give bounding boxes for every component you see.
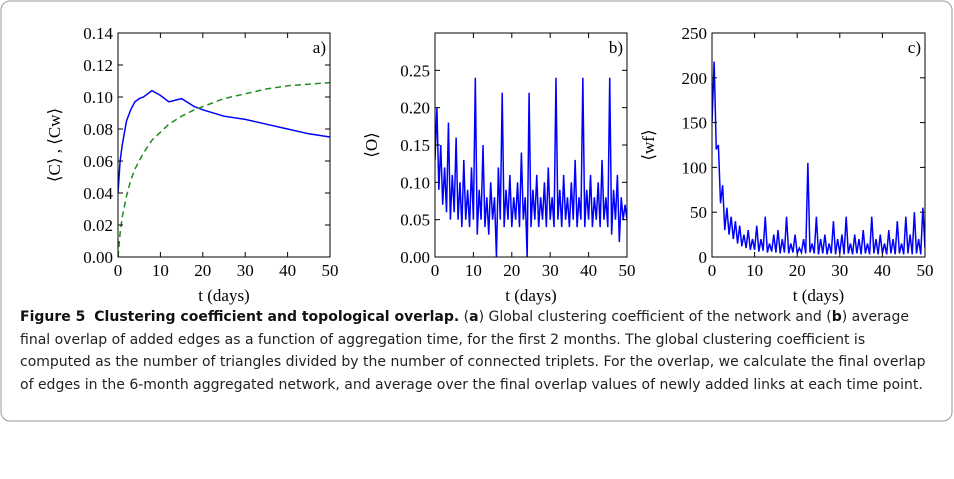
y-axis-label: ⟨O⟩ xyxy=(362,132,381,158)
line xyxy=(118,89,330,194)
x-tick-label: 30 xyxy=(542,261,559,280)
x-axis-label: t (days) xyxy=(198,286,249,305)
caption: Figure 5 Clustering coefficient and topo… xyxy=(20,306,935,396)
panel-label: b) xyxy=(609,38,623,57)
x-tick-label: 50 xyxy=(322,261,339,280)
y-axis-label: ⟨C⟩ , ⟨Cw⟩ xyxy=(45,108,64,182)
x-tick-label: 40 xyxy=(874,261,891,280)
caption-text: ) Global clustering coefficient of the n… xyxy=(478,309,832,325)
x-tick-label: 20 xyxy=(503,261,520,280)
x-tick-label: 40 xyxy=(279,261,296,280)
y-tick-label: 0 xyxy=(699,248,708,267)
x-tick-label: 20 xyxy=(789,261,806,280)
caption-text: ) average final overlap of added edges a… xyxy=(20,309,926,393)
x-tick-label: 10 xyxy=(152,261,169,280)
panel-label: a) xyxy=(313,38,326,57)
y-tick-label: 0.05 xyxy=(400,211,430,230)
y-tick-label: 150 xyxy=(682,114,708,133)
line xyxy=(712,61,925,256)
caption-text: ( xyxy=(463,309,470,325)
x-tick-label: 40 xyxy=(580,261,597,280)
line xyxy=(435,77,627,257)
y-tick-label: 100 xyxy=(682,158,708,177)
x-tick-label: 0 xyxy=(708,261,717,280)
y-axis-label: ⟨wf⟩ xyxy=(639,129,658,160)
caption-text: a xyxy=(469,309,479,325)
y-tick-label: 0.20 xyxy=(400,99,430,118)
y-tick-label: 0.10 xyxy=(400,173,430,192)
y-tick-label: 0.04 xyxy=(83,184,113,203)
y-tick-label: 0.02 xyxy=(83,216,113,235)
x-axis-label: t (days) xyxy=(793,286,844,305)
caption-label: Figure 5 xyxy=(20,309,86,325)
axes-frame xyxy=(117,32,331,258)
x-tick-label: 0 xyxy=(114,261,123,280)
y-tick-label: 0.06 xyxy=(83,152,113,171)
y-tick-label: 250 xyxy=(682,24,708,43)
y-tick-label: 0.25 xyxy=(400,61,430,80)
x-tick-label: 50 xyxy=(917,261,934,280)
frame xyxy=(0,0,953,422)
x-tick-label: 10 xyxy=(465,261,482,280)
y-tick-label: 200 xyxy=(682,69,708,88)
x-tick-label: 30 xyxy=(237,261,254,280)
x-tick-label: 30 xyxy=(831,261,848,280)
x-tick-label: 0 xyxy=(431,261,440,280)
x-tick-label: 20 xyxy=(194,261,211,280)
x-tick-label: 10 xyxy=(746,261,763,280)
axes-frame xyxy=(711,32,926,258)
y-tick-label: 0.14 xyxy=(83,24,113,43)
y-tick-label: 0.12 xyxy=(83,56,113,75)
y-tick-label: 0.00 xyxy=(400,248,430,267)
y-tick-label: 0.00 xyxy=(83,248,113,267)
y-tick-label: 0.15 xyxy=(400,136,430,155)
caption-title: Clustering coefficient and topological o… xyxy=(94,309,460,325)
x-tick-label: 50 xyxy=(619,261,636,280)
y-tick-label: 50 xyxy=(690,203,707,222)
y-tick-label: 0.08 xyxy=(83,120,113,139)
y-tick-label: 0.10 xyxy=(83,88,113,107)
panel-label: c) xyxy=(908,38,921,57)
line xyxy=(118,81,330,257)
x-axis-label: t (days) xyxy=(505,286,556,305)
caption-text: b xyxy=(831,309,842,325)
